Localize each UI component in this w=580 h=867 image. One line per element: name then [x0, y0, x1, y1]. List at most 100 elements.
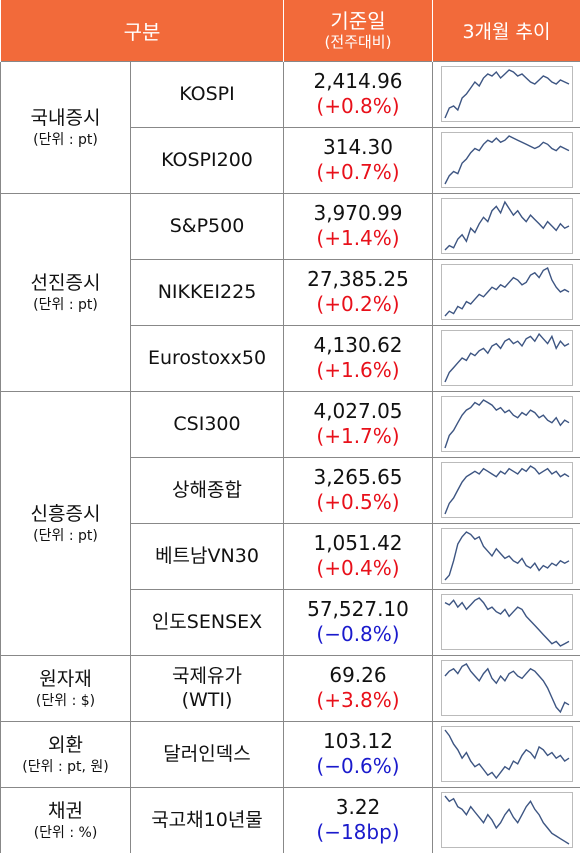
- item-change: (+0.7%): [316, 160, 400, 184]
- item-name-cell: 베트남VN30: [130, 522, 284, 590]
- group-unit: (단위 : pt): [33, 527, 98, 544]
- item-value: 69.26: [329, 663, 387, 687]
- group-cell: 국내증시 (단위 : pt): [0, 60, 131, 194]
- group-unit: (단위 : $): [35, 692, 96, 709]
- sparkline-series: [443, 332, 569, 383]
- item-change: (+1.6%): [316, 358, 400, 382]
- item-value: 4,027.05: [313, 399, 403, 423]
- trend-cell: [432, 390, 580, 458]
- value-cell: 57,527.10 (−0.8%): [283, 588, 433, 656]
- table-row: 상해종합 3,265.65 (+0.5%): [1, 456, 580, 524]
- table-row: 국내증시 (단위 : pt) KOSPI 2,414.96 (+0.8%): [0, 60, 580, 194]
- sparkline-series: [443, 399, 569, 449]
- item-change: (−18bp): [316, 820, 400, 844]
- item-name: 국고채10년물: [151, 809, 263, 831]
- item-name: Eurostoxx50: [147, 347, 267, 369]
- header-base-date-sub: (전주대비): [324, 33, 392, 52]
- item-name-sub: (WTI): [181, 689, 233, 711]
- sparkline-series: [443, 69, 569, 119]
- sparkline-chart: [440, 792, 573, 848]
- sparkline-frame: [440, 66, 573, 122]
- group-name: 외환: [48, 733, 83, 756]
- sparkline-series: [443, 465, 569, 515]
- sparkline-chart: [440, 726, 573, 782]
- trend-cell: [432, 588, 580, 656]
- group-name: 국내증시: [30, 106, 101, 129]
- item-name: NIKKEI225: [157, 281, 257, 303]
- group-unit: (단위 : %): [33, 824, 98, 841]
- group-cell: 원자재 (단위 : $): [0, 654, 131, 722]
- group-cell: 외환 (단위 : pt, 원): [0, 720, 131, 788]
- value-cell: 4,130.62 (+1.6%): [283, 324, 433, 392]
- item-value: 4,130.62: [313, 333, 403, 357]
- group-cell: 신흥증시 (단위 : pt): [0, 390, 131, 656]
- table-row: 신흥증시 (단위 : pt) CSI300 4,027.05 (+1.7%): [0, 390, 580, 656]
- item-change: (+0.2%): [316, 292, 400, 316]
- item-value: 314.30: [323, 135, 393, 159]
- item-name: 국제유가: [172, 665, 242, 687]
- group-cell: 채권 (단위 : %): [0, 786, 131, 853]
- item-name: 상해종합: [172, 479, 242, 501]
- sparkline-chart: [440, 264, 573, 320]
- item-name-cell: NIKKEI225: [130, 258, 284, 326]
- sparkline-series: [443, 200, 569, 251]
- group-cell: 선진증시 (단위 : pt): [0, 192, 131, 392]
- group-unit: (단위 : pt): [33, 296, 98, 313]
- item-name-cell: 국제유가 (WTI): [130, 654, 284, 722]
- trend-cell: [432, 654, 580, 722]
- item-name-cell: KOSPI200: [130, 126, 284, 194]
- item-value: 3,265.65: [313, 465, 403, 489]
- item-name-cell: Eurostoxx50: [130, 324, 284, 392]
- table-row: 채권 (단위 : %) 국고채10년물 3.22 (−18bp): [0, 786, 580, 853]
- value-cell: 3.22 (−18bp): [283, 786, 433, 853]
- sparkline-series: [443, 729, 569, 780]
- item-name-cell: 국고채10년물: [130, 786, 284, 853]
- header-base-date: 기준일 (전주대비): [283, 0, 433, 61]
- sparkline-series: [443, 135, 569, 185]
- sparkline-chart: [440, 462, 573, 518]
- item-change: (+0.8%): [316, 94, 400, 118]
- trend-cell: [432, 786, 580, 853]
- item-value: 2,414.96: [313, 69, 403, 93]
- trend-cell: [432, 522, 580, 590]
- header-base-date-label: 기준일: [330, 9, 386, 34]
- item-name-cell: 인도SENSEX: [130, 588, 284, 656]
- item-name: 달러인덱스: [163, 743, 251, 765]
- trend-cell: [432, 324, 580, 392]
- header-category: 구분: [0, 0, 284, 61]
- sparkline-chart: [440, 396, 573, 452]
- item-value: 57,527.10: [307, 597, 409, 621]
- sparkline-frame: [440, 198, 573, 254]
- item-value: 27,385.25: [307, 267, 409, 291]
- item-value: 103.12: [323, 729, 393, 753]
- value-cell: 314.30 (+0.7%): [283, 126, 433, 194]
- table-row: 선진증시 (단위 : pt) S&P500 3,970.99 (+1.4%): [0, 192, 580, 392]
- group-unit: (단위 : pt): [33, 131, 98, 148]
- sparkline-chart: [440, 66, 573, 122]
- item-name-cell: 상해종합: [130, 456, 284, 524]
- sparkline-chart: [440, 528, 573, 584]
- item-name-cell: S&P500: [130, 192, 284, 260]
- sparkline-frame: [440, 528, 573, 584]
- sparkline-frame: [440, 792, 573, 848]
- item-name: KOSPI: [179, 83, 235, 105]
- table-row: NIKKEI225 27,385.25 (+0.2%): [1, 258, 580, 326]
- table-row: 베트남VN30 1,051.42 (+0.4%): [1, 522, 580, 590]
- item-name: S&P500: [169, 215, 245, 237]
- value-cell: 103.12 (−0.6%): [283, 720, 433, 788]
- item-value: 3,970.99: [313, 201, 403, 225]
- table-body: 국내증시 (단위 : pt) KOSPI 2,414.96 (+0.8%) KOSPI20…: [0, 60, 580, 853]
- sparkline-chart: [440, 594, 573, 650]
- trend-cell: [432, 720, 580, 788]
- item-change: (+0.4%): [316, 556, 400, 580]
- item-name: CSI300: [173, 413, 241, 435]
- value-cell: 3,970.99 (+1.4%): [283, 192, 433, 260]
- table-row: KOSPI200 314.30 (+0.7%): [1, 126, 580, 194]
- group-name: 선진증시: [30, 271, 101, 294]
- item-value: 3.22: [335, 795, 381, 819]
- value-cell: 1,051.42 (+0.4%): [283, 522, 433, 590]
- trend-cell: [432, 126, 580, 194]
- sparkline-frame: [440, 396, 573, 452]
- value-cell: 27,385.25 (+0.2%): [283, 258, 433, 326]
- header-trend: 3개월 추이: [432, 0, 580, 61]
